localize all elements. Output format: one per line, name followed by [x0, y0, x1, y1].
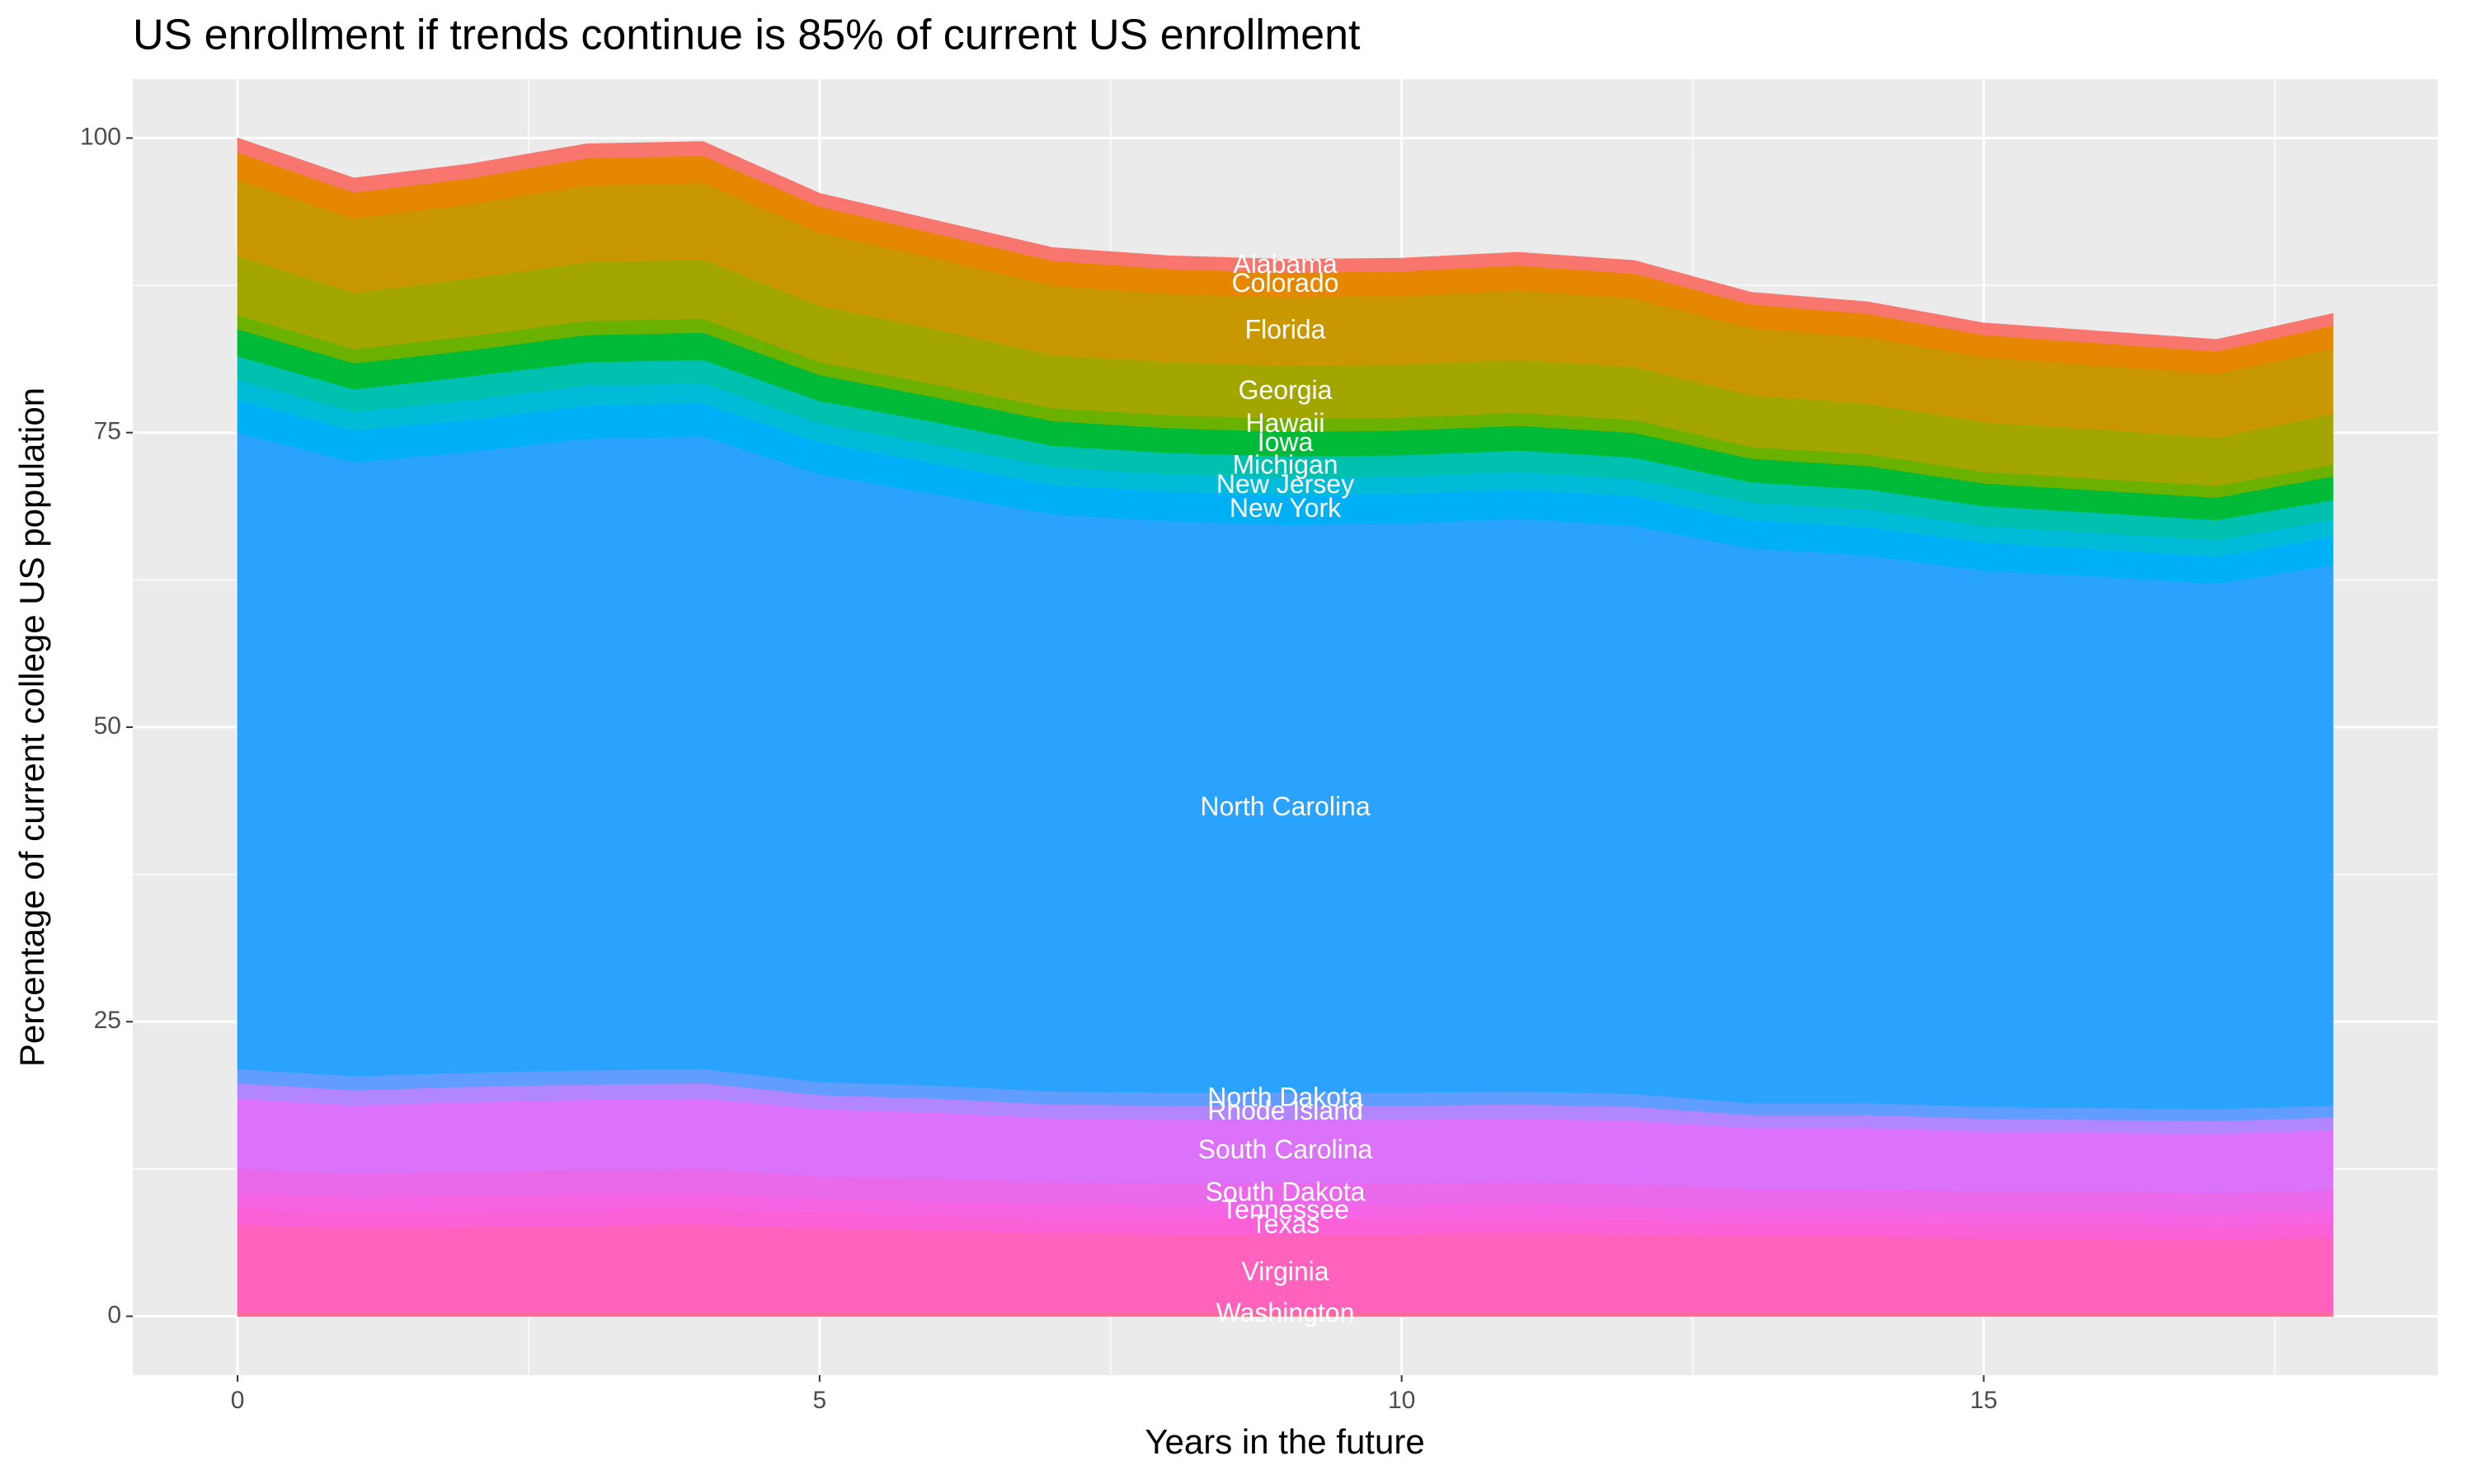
series-label: Washington — [1216, 1298, 1355, 1327]
series-label: Colorado — [1232, 268, 1339, 298]
y-axis-label: Percentage of current college US populat… — [12, 387, 51, 1067]
y-tick-label: 100 — [80, 123, 121, 150]
y-tick-label: 25 — [94, 1007, 121, 1034]
series-label: Florida — [1245, 314, 1326, 344]
series-label: Alabama — [1233, 249, 1338, 279]
y-tick-label: 75 — [94, 418, 121, 445]
series-label: Tennessee — [1221, 1195, 1349, 1224]
series-label: South Dakota — [1206, 1176, 1366, 1206]
series-label: New York — [1230, 493, 1342, 523]
series-label: South Carolina — [1198, 1134, 1373, 1164]
y-tick-label: 0 — [107, 1301, 121, 1328]
series-label: Michigan — [1232, 450, 1338, 480]
x-tick-label: 10 — [1388, 1387, 1415, 1414]
x-axis-label: Years in the future — [1145, 1422, 1424, 1461]
series-label: North Carolina — [1200, 791, 1371, 821]
area — [237, 137, 2334, 352]
series-label: New Jersey — [1216, 469, 1354, 499]
series-label: Rhode Island — [1207, 1096, 1363, 1125]
x-tick-label: 5 — [813, 1387, 827, 1414]
x-tick-label: 15 — [1970, 1387, 1997, 1414]
series-label: Virginia — [1241, 1256, 1329, 1286]
y-tick-label: 50 — [94, 712, 121, 740]
chart-title: US enrollment if trends continue is 85% … — [133, 12, 1361, 59]
series-label: Hawaii — [1245, 408, 1324, 438]
x-tick-label: 0 — [231, 1387, 245, 1414]
series-label: Texas — [1251, 1209, 1320, 1239]
series-label: Georgia — [1239, 375, 1333, 405]
series-label: North Dakota — [1207, 1082, 1363, 1111]
series-label: Iowa — [1258, 427, 1314, 457]
